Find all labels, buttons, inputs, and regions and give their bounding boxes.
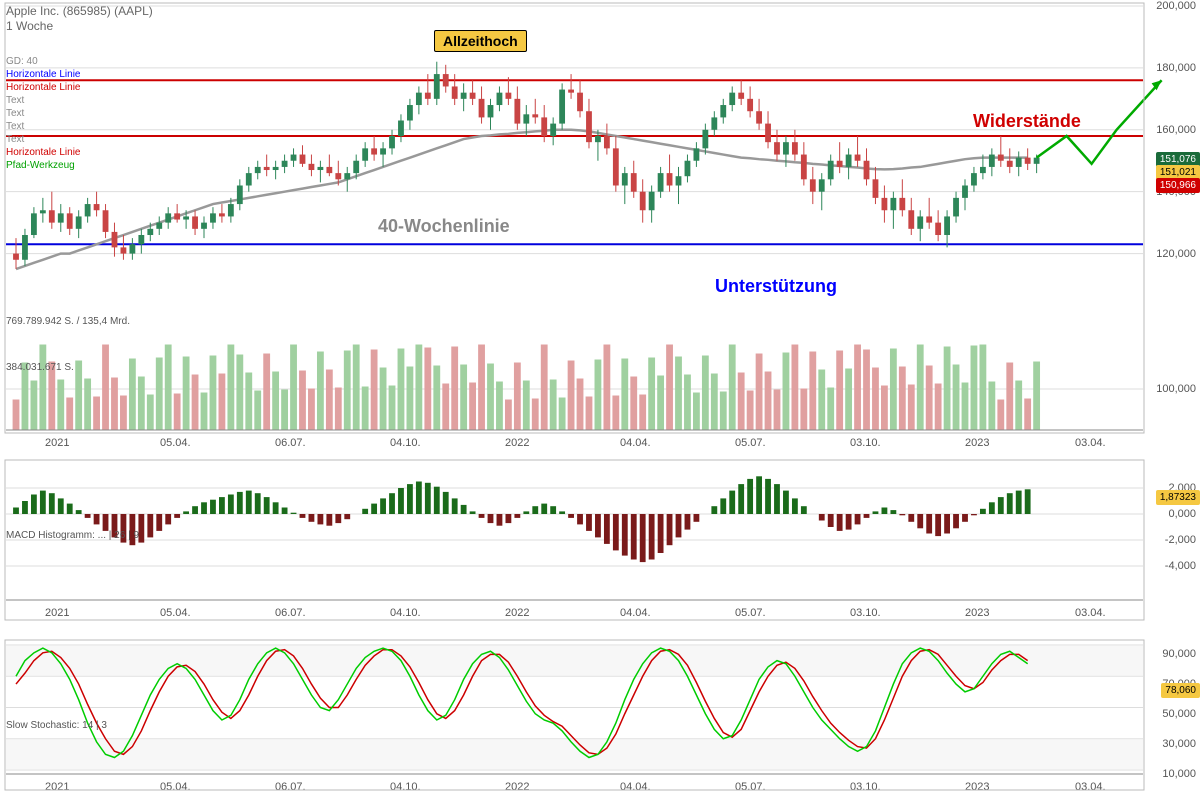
svg-text:04.04.: 04.04. — [620, 437, 651, 449]
axis-label: 0,000 — [1168, 508, 1196, 520]
chart-title: Apple Inc. (865985) (AAPL) — [6, 4, 153, 19]
annotation-unterstutzung: Unterstützung — [715, 276, 837, 297]
svg-text:05.07.: 05.07. — [735, 437, 766, 449]
stoch-label: Slow Stochastic: 14 | 3 — [6, 720, 107, 731]
legend-text1: Text — [6, 94, 81, 107]
axis-label: -4,000 — [1165, 560, 1196, 572]
axis-label: 160,000 — [1156, 124, 1196, 136]
svg-text:03.10.: 03.10. — [850, 437, 881, 449]
legend-pfad: Pfad-Werkzeug — [6, 159, 81, 172]
legend-hline-red2: Horizontale Linie — [6, 146, 81, 159]
svg-text:06.07.: 06.07. — [275, 437, 306, 449]
svg-text:2022: 2022 — [505, 607, 529, 619]
chart-subtitle: 1 Woche — [6, 19, 153, 34]
legend-text3: Text — [6, 120, 81, 133]
axis-label: 30,000 — [1162, 738, 1196, 750]
axis-label: 180,000 — [1156, 62, 1196, 74]
annotation-allzeithoch: Allzeithoch — [434, 30, 527, 52]
svg-text:05.04.: 05.04. — [160, 437, 191, 449]
svg-text:05.07.: 05.07. — [735, 607, 766, 619]
svg-text:05.04.: 05.04. — [160, 607, 191, 619]
svg-text:04.10.: 04.10. — [390, 437, 421, 449]
legend-text2: Text — [6, 107, 81, 120]
svg-text:03.04.: 03.04. — [1075, 437, 1106, 449]
svg-text:2023: 2023 — [965, 437, 989, 449]
axis-label: 50,000 — [1162, 708, 1196, 720]
axis-label: 100,000 — [1156, 383, 1196, 395]
price-label-current_red: 150,966 — [1156, 178, 1200, 193]
legend-gd: GD: 40 — [6, 55, 81, 68]
svg-text:03.04.: 03.04. — [1075, 607, 1106, 619]
annotation-wochenlinie: 40-Wochenlinie — [378, 216, 510, 237]
svg-text:04.04.: 04.04. — [620, 607, 651, 619]
annotation-widerstande: Widerstände — [973, 111, 1081, 132]
macd-label: MACD Histogramm: ... | 26 | 9 — [6, 530, 139, 541]
svg-text:2021: 2021 — [45, 607, 69, 619]
svg-text:03.10.: 03.10. — [850, 607, 881, 619]
svg-text:2022: 2022 — [505, 437, 529, 449]
price-label-stoch_yellow: 78,060 — [1161, 683, 1200, 698]
svg-text:2023: 2023 — [965, 607, 989, 619]
axis-label: 200,000 — [1156, 0, 1196, 12]
chart-title-block: Apple Inc. (865985) (AAPL) 1 Woche — [6, 4, 153, 34]
legend-text4: Text — [6, 133, 81, 146]
svg-text:04.10.: 04.10. — [390, 607, 421, 619]
svg-text:06.07.: 06.07. — [275, 607, 306, 619]
price-label-macd_yellow: 1,87323 — [1156, 490, 1200, 505]
axis-label: 90,000 — [1162, 648, 1196, 660]
svg-text:2021: 2021 — [45, 437, 69, 449]
axis-label: -2,000 — [1165, 534, 1196, 546]
volume-label: 769.789.942 S. / 135,4 Mrd. 384.031.671 … — [6, 316, 130, 374]
legend-hline-blue: Horizontale Linie — [6, 68, 81, 81]
axis-label: 120,000 — [1156, 248, 1196, 260]
legend-block: GD: 40 Horizontale Linie Horizontale Lin… — [6, 55, 81, 172]
legend-hline-red1: Horizontale Linie — [6, 81, 81, 94]
axis-label: 10,000 — [1162, 768, 1196, 780]
